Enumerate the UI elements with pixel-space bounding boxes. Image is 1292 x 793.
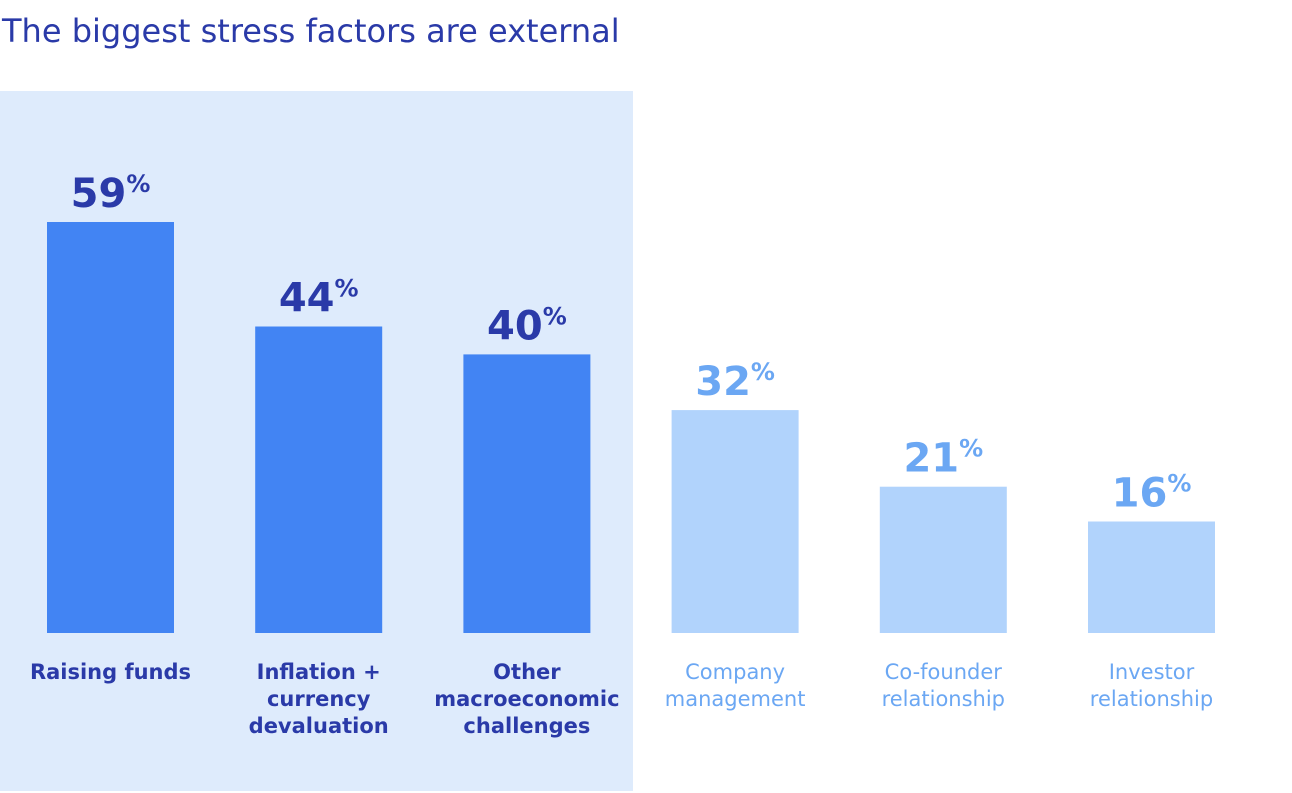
category-label-2: Inflation + currency devaluation <box>249 660 389 738</box>
bar-2 <box>255 326 383 633</box>
category-label-6: Investor relationship <box>1090 660 1213 711</box>
category-label-4: Company management <box>665 660 806 711</box>
category-label-3: Other macroeconomic challenges <box>434 660 619 738</box>
bar-6 <box>1088 521 1215 633</box>
value-label-5: 21% <box>903 435 983 482</box>
bar-3 <box>463 354 591 633</box>
category-label-5: Co-founder relationship <box>882 660 1005 711</box>
bar-1 <box>47 222 174 633</box>
bar-5 <box>879 486 1007 633</box>
bar-4 <box>671 410 799 633</box>
value-label-1: 59% <box>71 170 151 217</box>
value-label-3: 40% <box>487 302 567 349</box>
chart-title: The biggest stress factors are external <box>2 12 620 50</box>
value-label-4: 32% <box>695 358 775 405</box>
category-label-1: Raising funds <box>30 660 191 684</box>
value-label-6: 16% <box>1112 470 1192 517</box>
value-label-2: 44% <box>279 275 359 322</box>
